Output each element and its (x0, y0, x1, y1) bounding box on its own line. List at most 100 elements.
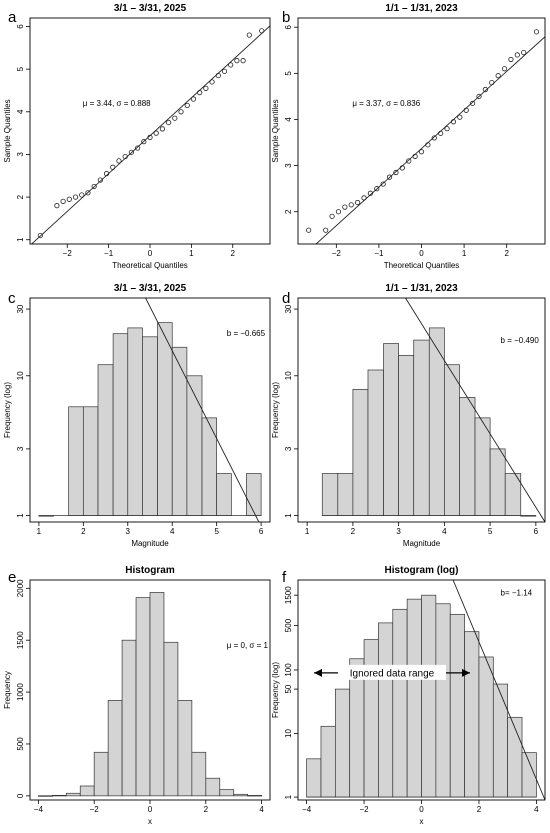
y-tick-label: 0 (16, 793, 25, 798)
range-arrow-left-head (314, 668, 322, 677)
data-point (197, 90, 203, 96)
histogram-bar (413, 339, 430, 516)
y-tick-label: 5 (16, 66, 25, 71)
data-point (470, 100, 476, 106)
y-tick-label: 3 (16, 152, 25, 157)
data-point (438, 130, 444, 136)
y-tick-label: 10 (284, 729, 293, 738)
data-point (335, 209, 342, 215)
histogram-bar (93, 751, 109, 797)
y-tick-label: 3 (16, 446, 25, 451)
histogram-bar (392, 608, 408, 798)
panel-a: a 3/1 – 3/31, 2025 −2 −1 0 1 2 1 2 3 4 5 6 Theoretica… (3, 3, 271, 270)
data-point (425, 142, 431, 148)
data-point (147, 134, 153, 140)
data-point (166, 119, 172, 126)
data-point (97, 177, 103, 183)
stats-annotation: μ = 0, σ = 1 (227, 641, 269, 650)
histogram-bar (177, 700, 193, 797)
data-point (159, 126, 166, 132)
chart-title: 3/1 – 3/31, 2025 (114, 3, 187, 14)
data-point (533, 29, 540, 35)
range-label: Ignored data range (350, 668, 435, 679)
data-point (489, 79, 495, 86)
histogram-bar (507, 716, 523, 798)
data-point (501, 66, 508, 72)
y-tick-label: 2000 (16, 579, 25, 597)
y-tick-label: 3 (284, 163, 293, 168)
histogram-bar (321, 473, 339, 516)
x-tick-label: −2 (332, 249, 342, 258)
y-tick-label: 1 (284, 794, 293, 799)
data-point (141, 139, 147, 145)
histogram-bar (219, 789, 235, 797)
data-point (399, 165, 405, 171)
x-tick-label: 3 (396, 527, 401, 536)
stats-annotation: b = −0.490 (501, 336, 540, 345)
data-point (476, 93, 482, 100)
data-point (54, 203, 60, 209)
fit-line (145, 298, 260, 522)
panel-letter: a (8, 9, 17, 26)
x-tick-label: 2 (231, 249, 236, 258)
plot-area (306, 29, 545, 244)
data-point (128, 149, 134, 155)
x-axis-label: Magnitude (403, 539, 441, 548)
histogram-bar (306, 758, 322, 798)
histogram-bar (246, 473, 262, 516)
data-point (323, 227, 329, 233)
data-point (153, 130, 159, 136)
plot-frame (29, 297, 271, 523)
data-point (514, 52, 520, 58)
x-tick-label: 0 (148, 249, 153, 258)
x-tick-label: 1 (37, 527, 42, 536)
histogram-bar (149, 592, 165, 797)
histogram-bar (82, 406, 99, 516)
x-tick-label: 1 (305, 527, 310, 536)
x-tick-label: 3 (126, 527, 131, 536)
panel-b: b 1/1 – 1/31, 2023 −2 −1 0 1 2 2 3 4 5 6 Theoretical… (271, 3, 546, 270)
data-point (110, 164, 116, 170)
y-tick-label: 10 (284, 371, 293, 380)
stats-annotation: b = −0.665 (227, 329, 266, 338)
data-point (228, 62, 234, 68)
chart-title: 1/1 – 1/31, 2023 (385, 283, 458, 294)
data-point (361, 195, 367, 201)
histogram-bar (51, 794, 67, 797)
x-tick-label: −1 (374, 249, 384, 258)
x-tick-label: 4 (259, 805, 264, 814)
data-point (306, 227, 312, 233)
data-point (178, 109, 184, 115)
histogram-bar (163, 641, 179, 797)
fit-line (452, 580, 545, 800)
histogram-bar (216, 473, 232, 516)
x-axis-label: Magnitude (131, 539, 169, 548)
data-point (431, 135, 437, 141)
y-tick-label: 1 (16, 237, 25, 242)
data-point (329, 213, 335, 219)
data-point (412, 153, 418, 159)
x-tick-label: 0 (419, 249, 424, 258)
y-tick-label: 4 (284, 117, 293, 122)
plot-frame (29, 17, 271, 245)
y-axis-label: Sample Quantiles (271, 99, 280, 162)
panel-letter: f (282, 569, 287, 586)
histogram-bar (68, 406, 84, 516)
plot-area (321, 298, 545, 522)
data-point (367, 190, 373, 196)
y-tick-label: 6 (16, 24, 25, 29)
data-point (406, 158, 412, 164)
panel-c: c 3/1 – 3/31, 2025 1 2 3 4 5 6 1 3 10 30 Magnitude Fr… (3, 283, 271, 548)
reference-line (315, 36, 545, 244)
plot-area (306, 580, 545, 800)
histogram-bar (406, 598, 422, 798)
data-point (184, 102, 190, 109)
histogram-bar (121, 639, 137, 797)
data-point (234, 58, 240, 64)
x-tick-label: 5 (214, 527, 219, 536)
y-tick-label: 4 (16, 109, 25, 114)
histogram-bar (247, 795, 262, 797)
data-point (457, 114, 463, 120)
chart-title: Histogram (log) (385, 565, 459, 576)
histogram-bar (135, 597, 151, 797)
